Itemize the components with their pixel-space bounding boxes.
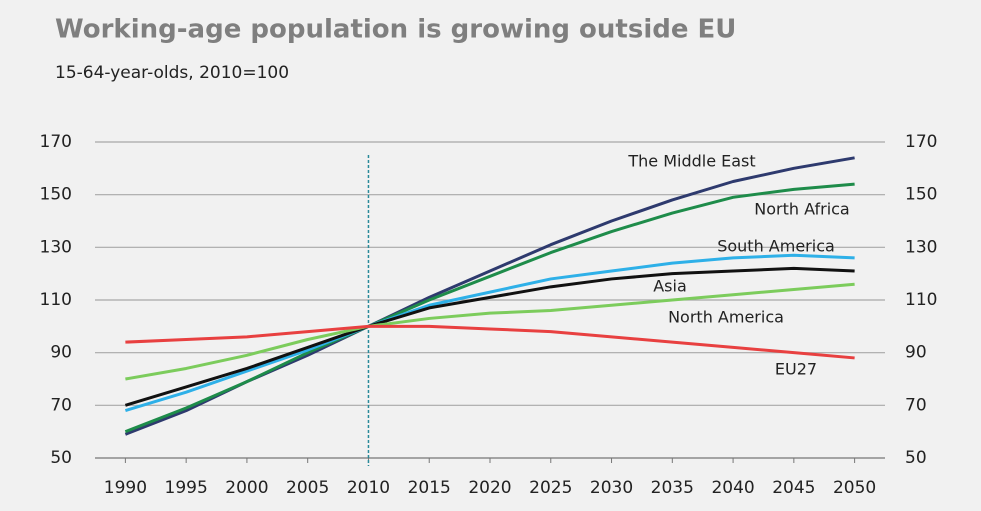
- series-label: The Middle East: [627, 152, 755, 171]
- chart-title: Working-age population is growing outsid…: [55, 15, 736, 45]
- x-tick-label: 2040: [711, 478, 754, 498]
- x-tick-label: 2035: [651, 478, 694, 498]
- y-tick-label: 130: [40, 237, 72, 257]
- series-line: [125, 282, 855, 381]
- x-tick-label: 2000: [225, 478, 268, 498]
- y-tick-label: 70: [50, 395, 72, 415]
- series-label: EU27: [775, 360, 817, 379]
- x-tick-label: 1995: [165, 478, 208, 498]
- series-line: [124, 182, 855, 434]
- x-tick-label: 2045: [772, 478, 815, 498]
- series-label: North Africa: [754, 200, 849, 219]
- y2-tick-label: 70: [905, 395, 927, 415]
- y-tick-label: 110: [40, 290, 72, 310]
- y-tick-label: 170: [40, 132, 72, 152]
- y2-tick-label: 130: [905, 237, 937, 257]
- series-label: North America: [668, 308, 784, 327]
- y2-tick-label: 170: [905, 132, 937, 152]
- y-tick-label: 50: [50, 448, 72, 468]
- series-label: South America: [717, 237, 835, 256]
- y2-tick-label: 90: [905, 343, 927, 363]
- x-tick-label: 2020: [468, 478, 511, 498]
- chart-subtitle: 15-64-year-olds, 2010=100: [55, 63, 289, 83]
- series-line: [125, 324, 855, 360]
- y2-tick-label: 150: [905, 185, 937, 205]
- y-tick-label: 90: [50, 343, 72, 363]
- series-line: [124, 253, 855, 413]
- x-tick-label: 2025: [529, 478, 572, 498]
- y2-tick-label: 110: [905, 290, 937, 310]
- x-tick-label: 1990: [104, 478, 147, 498]
- y2-tick-label: 50: [905, 448, 927, 468]
- x-tick-label: 2030: [590, 478, 633, 498]
- y-tick-label: 150: [40, 185, 72, 205]
- x-tick-label: 2050: [833, 478, 876, 498]
- series-line: [124, 266, 855, 407]
- x-tick-label: 2015: [408, 478, 451, 498]
- x-tick-label: 2005: [286, 478, 329, 498]
- series-label: Asia: [653, 277, 687, 296]
- x-tick-label: 2010: [347, 478, 390, 498]
